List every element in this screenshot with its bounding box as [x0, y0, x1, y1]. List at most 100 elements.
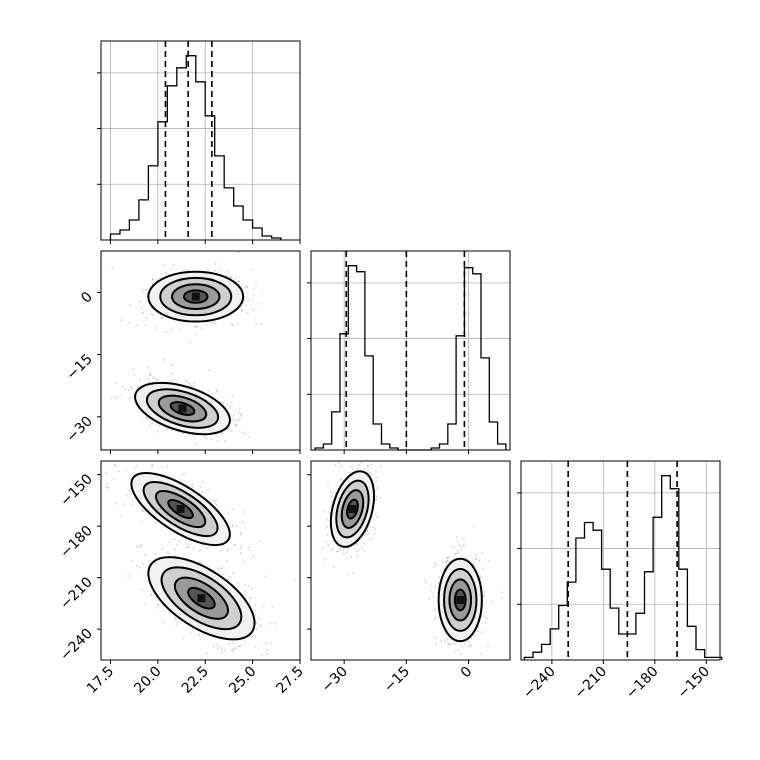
sample-point: [367, 469, 370, 472]
sample-point: [250, 268, 253, 271]
sample-point: [360, 461, 362, 464]
sample-point: [355, 544, 358, 546]
sample-point: [231, 523, 234, 526]
sample-point: [217, 567, 220, 570]
sample-point: [149, 313, 152, 315]
sample-point: [484, 594, 486, 597]
sample-point: [429, 589, 432, 592]
sample-point: [169, 532, 172, 535]
sample-point: [435, 564, 437, 566]
sample-point: [170, 429, 173, 431]
sample-point: [189, 385, 192, 388]
sample-point: [150, 593, 153, 595]
sample-point: [226, 270, 228, 272]
sample-point: [128, 397, 131, 400]
sample-point: [474, 558, 477, 560]
sample-point: [237, 323, 240, 326]
sample-point: [457, 540, 459, 543]
sample-point: [133, 466, 136, 469]
sample-point: [473, 634, 476, 637]
sample-point: [173, 378, 175, 381]
sample-point: [140, 589, 143, 591]
sample-point: [202, 389, 205, 392]
sample-point: [438, 582, 440, 584]
sample-point: [261, 292, 264, 295]
sample-point: [113, 396, 116, 398]
sample-point: [458, 543, 461, 546]
sample-point: [148, 380, 150, 382]
sample-point: [347, 573, 350, 576]
sample-point: [161, 317, 164, 320]
sample-point: [329, 548, 332, 551]
sample-point: [375, 499, 377, 501]
contour-line: [167, 499, 194, 520]
sample-point: [226, 560, 228, 562]
sample-point: [171, 364, 173, 366]
sample-point: [154, 326, 157, 329]
sample-point: [366, 529, 369, 531]
sample-point: [115, 382, 117, 384]
sample-point: [239, 644, 241, 647]
sample-point: [443, 640, 446, 642]
sample-point: [462, 545, 465, 548]
sample-point: [240, 413, 243, 416]
sample-point: [219, 401, 222, 403]
sample-point: [144, 324, 147, 327]
sample-point: [330, 495, 333, 498]
sample-point: [201, 544, 204, 547]
sample-point: [254, 646, 257, 648]
sample-point: [149, 372, 152, 375]
sample-point: [230, 401, 233, 404]
sample-point: [120, 319, 122, 321]
sample-point: [141, 562, 144, 565]
sample-point: [231, 525, 234, 528]
sample-point: [433, 565, 436, 568]
sample-point: [327, 544, 330, 547]
sample-point: [221, 432, 223, 435]
sample-point: [334, 464, 337, 466]
sample-point: [245, 304, 248, 307]
sample-point: [231, 650, 234, 653]
sample-point: [156, 603, 159, 606]
sample-point: [166, 428, 169, 430]
sample-point: [129, 304, 131, 307]
sample-point: [476, 630, 479, 633]
sample-point: [211, 321, 214, 324]
contour-line: [147, 270, 245, 323]
sample-point: [483, 615, 486, 617]
sample-point: [132, 368, 134, 371]
sample-point: [357, 464, 360, 466]
sample-point: [151, 313, 154, 316]
sample-point: [249, 597, 252, 600]
contour-line: [160, 566, 243, 631]
sample-point: [220, 648, 223, 650]
diag-hist-p1: [307, 250, 511, 454]
sample-point: [147, 377, 150, 380]
panel-frame: [100, 40, 301, 241]
sample-point: [206, 652, 209, 655]
sample-point: [136, 465, 139, 468]
sample-point: [140, 520, 143, 523]
sample-point: [376, 476, 378, 478]
sample-point: [324, 540, 327, 543]
sample-point: [447, 556, 450, 558]
diag-hist-p2: −240 −210 −180 −150: [517, 460, 723, 702]
sample-point: [376, 487, 378, 490]
sample-point: [162, 264, 165, 267]
contour-line: [169, 401, 196, 416]
sample-point: [241, 309, 244, 312]
sample-point: [105, 472, 108, 475]
sample-point: [251, 308, 254, 311]
sample-point: [127, 575, 129, 577]
sample-point: [129, 487, 132, 490]
sample-point: [367, 532, 370, 535]
sample-point: [468, 645, 471, 648]
sample-point: [174, 617, 177, 620]
sample-point: [141, 420, 144, 423]
sample-point: [346, 556, 349, 559]
sample-point: [163, 358, 166, 361]
sample-point: [266, 648, 269, 651]
sample-point: [165, 271, 168, 274]
sample-point: [375, 479, 377, 482]
